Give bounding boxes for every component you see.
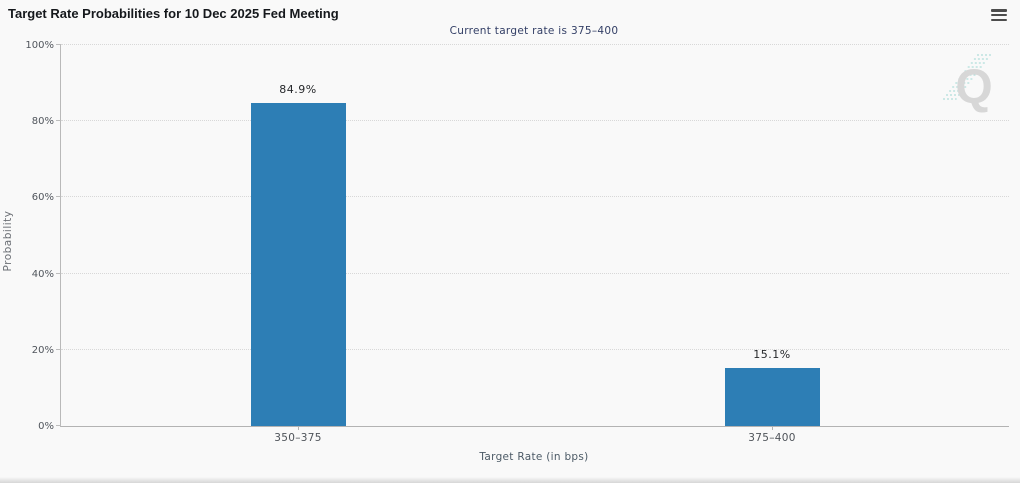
dotted-gridline: [61, 272, 1009, 274]
hamburger-line: [991, 9, 1007, 12]
y-tick-mark: [56, 425, 61, 426]
y-tick-label: 20%: [31, 344, 54, 356]
bottom-border-shadow: [0, 477, 1020, 483]
y-tick-label: 0%: [38, 421, 54, 432]
x-tick-label: 350–375: [274, 432, 322, 444]
dotted-gridline: [61, 44, 1009, 45]
y-tick-label: 40%: [31, 268, 54, 280]
quikstrike-q-watermark-icon: Q: [943, 54, 993, 114]
probability-bar: [250, 102, 346, 426]
dotted-gridline: [61, 196, 1009, 198]
x-tick-mark: [298, 426, 299, 430]
hamburger-line: [991, 18, 1007, 21]
hamburger-line: [991, 13, 1007, 17]
chart-title: Target Rate Probabilities for 10 Dec 202…: [8, 6, 339, 21]
x-axis-title: Target Rate (in bps): [479, 451, 589, 463]
dotted-gridline: [61, 120, 1009, 122]
bar-value-label: 84.9%: [279, 82, 317, 96]
bar-value-label: 15.1%: [753, 348, 791, 362]
y-tick-label: 60%: [31, 192, 54, 204]
probability-bar: [724, 368, 820, 426]
y-tick-label: 80%: [31, 116, 54, 128]
y-tick-mark: [56, 348, 61, 350]
x-tick-label: 375–400: [748, 432, 796, 444]
y-tick-mark: [56, 44, 61, 45]
dotted-gridline: [61, 348, 1009, 350]
svg-text:Q: Q: [955, 61, 992, 114]
y-tick-mark: [56, 120, 61, 122]
y-tick-label: 100%: [25, 40, 54, 51]
chart-subtitle: Current target rate is 375–400: [449, 25, 619, 37]
y-tick-mark: [56, 272, 61, 274]
hamburger-menu-icon[interactable]: [991, 9, 1007, 21]
y-tick-mark: [56, 196, 61, 198]
plot-area: Q 0% 20% 40% 60% 80% 100% 84.9% 350–375 15.1% 375…: [25, 40, 1009, 444]
x-tick-mark: [772, 426, 773, 430]
